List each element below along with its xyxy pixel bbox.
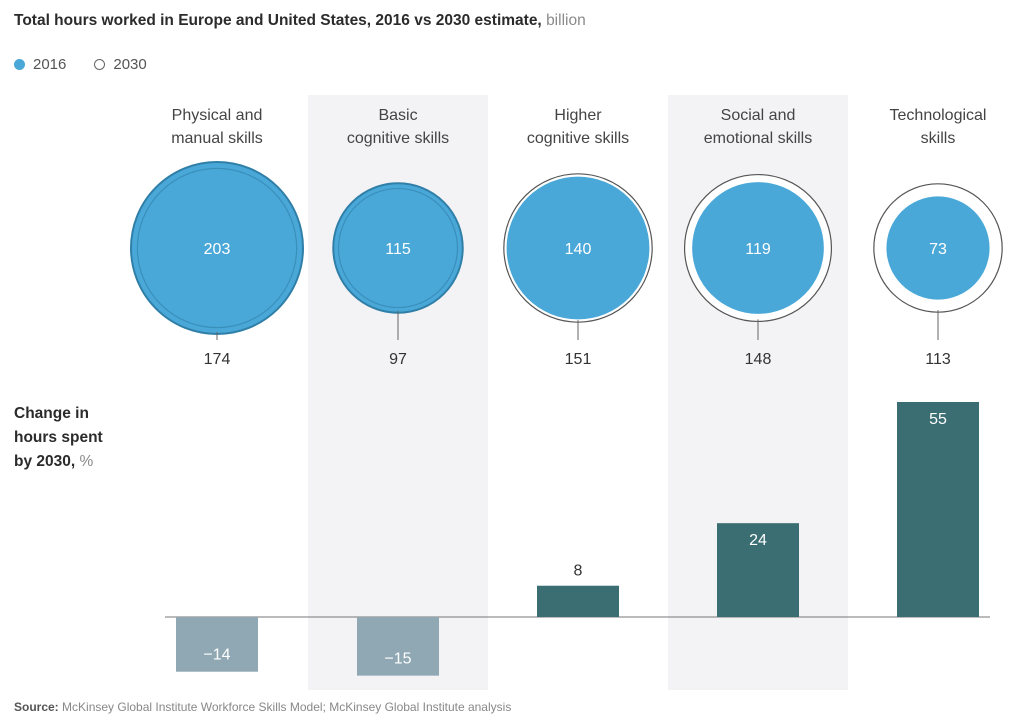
bubble-2016-social-emotional <box>692 182 824 314</box>
source-note: Source: McKinsey Global Institute Workfo… <box>14 700 511 714</box>
bubble-value-2016-physical: 203 <box>204 241 231 258</box>
legend-item-2016: 2016 <box>14 56 66 73</box>
legend: 2016 2030 <box>14 56 175 73</box>
legend-item-2030: 2030 <box>94 56 147 73</box>
bubble-value-2016-technological: 73 <box>929 241 947 258</box>
change-value-higher-cognitive: 8 <box>574 563 583 580</box>
change-label: Change in hours spent by 2030, % <box>14 402 103 474</box>
value-2030-physical: 174 <box>204 351 231 368</box>
change-bar-technological <box>897 402 979 617</box>
chart-title: Total hours worked in Europe and United … <box>14 12 586 30</box>
category-label-physical: Physical and manual skills <box>171 107 263 147</box>
value-2030-social-emotional: 148 <box>745 351 772 368</box>
bubble-2016-technological <box>886 196 990 300</box>
change-label-unit: % <box>79 453 94 470</box>
legend-hollow-dot-icon <box>94 59 106 70</box>
category-label-technological: Technological skills <box>889 107 987 147</box>
bubble-value-2016-higher-cognitive: 140 <box>565 241 592 258</box>
change-value-physical: −14 <box>203 647 230 664</box>
change-bar-social-emotional <box>717 523 799 617</box>
change-label-text: Change in hours spent by 2030, <box>14 405 103 470</box>
change-bar-basic-cognitive <box>357 617 439 676</box>
value-2030-basic-cognitive: 97 <box>389 351 407 368</box>
category-label-social-emotional: Social and emotional skills <box>703 107 813 147</box>
bubble-2016-higher-cognitive <box>506 176 650 320</box>
change-value-basic-cognitive: −15 <box>384 651 411 668</box>
chart-title-text: Total hours worked in Europe and United … <box>14 12 542 29</box>
legend-label-2030: 2030 <box>113 56 147 73</box>
source-label: Source: <box>14 700 59 714</box>
category-label-higher-cognitive: Higher cognitive skills <box>526 107 630 147</box>
legend-label-2016: 2016 <box>33 56 67 73</box>
change-value-social-emotional: 24 <box>749 532 767 549</box>
value-2030-higher-cognitive: 151 <box>565 351 592 368</box>
value-2030-technological: 113 <box>925 351 951 368</box>
bubble-value-2016-basic-cognitive: 115 <box>385 241 411 258</box>
legend-filled-dot-icon <box>14 59 25 70</box>
category-label-basic-cognitive: Basic cognitive skills <box>346 107 450 147</box>
bubble-2030-physical <box>136 167 298 329</box>
change-bar-physical <box>176 617 258 672</box>
bubble-2030-basic-cognitive <box>337 187 459 309</box>
chart-title-unit: billion <box>546 12 586 29</box>
source-text: McKinsey Global Institute Workforce Skil… <box>62 700 512 714</box>
change-bar-higher-cognitive <box>537 585 619 617</box>
change-value-technological: 55 <box>929 411 947 428</box>
bubble-value-2016-social-emotional: 119 <box>745 241 771 258</box>
